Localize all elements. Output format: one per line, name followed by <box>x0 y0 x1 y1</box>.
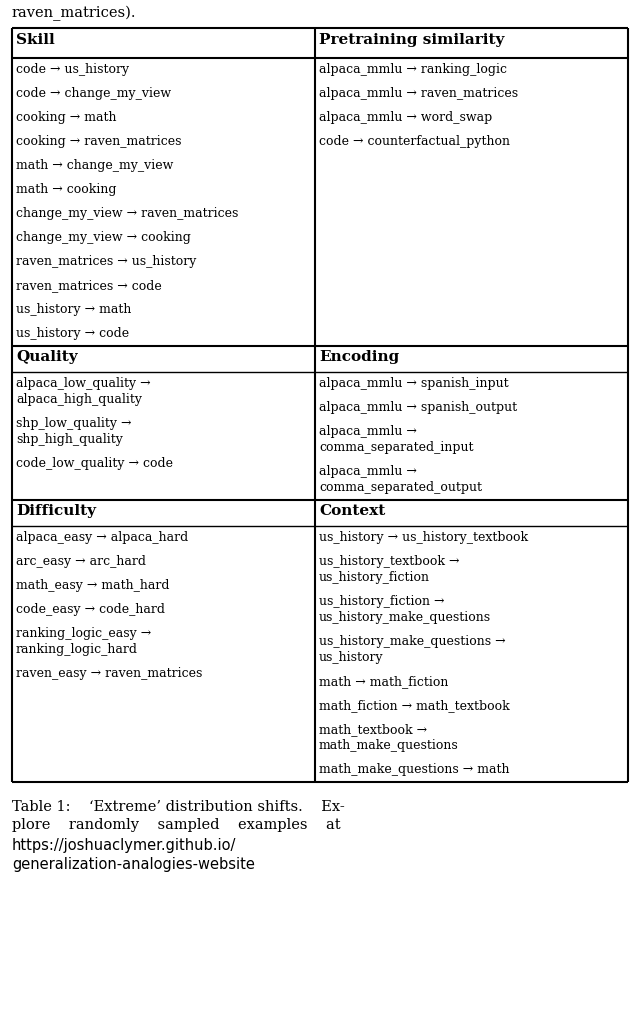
Text: shp_low_quality →
shp_high_quality: shp_low_quality → shp_high_quality <box>16 417 131 446</box>
Text: us_history → code: us_history → code <box>16 327 129 341</box>
Text: us_history_fiction →
us_history_make_questions: us_history_fiction → us_history_make_que… <box>319 595 491 624</box>
Text: code → us_history: code → us_history <box>16 63 129 76</box>
Text: Table 1:    ‘Extreme’ distribution shifts.    Ex-: Table 1: ‘Extreme’ distribution shifts. … <box>12 800 345 814</box>
Text: math_textbook →
math_make_questions: math_textbook → math_make_questions <box>319 723 459 752</box>
Text: Context: Context <box>319 504 385 518</box>
Text: alpaca_easy → alpaca_hard: alpaca_easy → alpaca_hard <box>16 531 188 544</box>
Text: us_history_make_questions →
us_history: us_history_make_questions → us_history <box>319 635 506 664</box>
Text: us_history → us_history_textbook: us_history → us_history_textbook <box>319 531 528 544</box>
Text: raven_easy → raven_matrices: raven_easy → raven_matrices <box>16 667 202 680</box>
Text: Pretraining similarity: Pretraining similarity <box>319 33 504 47</box>
Text: cooking → raven_matrices: cooking → raven_matrices <box>16 135 182 148</box>
Text: ranking_logic_easy →
ranking_logic_hard: ranking_logic_easy → ranking_logic_hard <box>16 627 151 656</box>
Text: raven_matrices → us_history: raven_matrices → us_history <box>16 255 196 268</box>
Text: alpaca_mmlu → ranking_logic: alpaca_mmlu → ranking_logic <box>319 63 507 76</box>
Text: https://joshuaclymer.github.io/: https://joshuaclymer.github.io/ <box>12 838 236 853</box>
Text: raven_matrices).: raven_matrices). <box>12 6 136 22</box>
Text: math_easy → math_hard: math_easy → math_hard <box>16 579 170 592</box>
Text: alpaca_low_quality →
alpaca_high_quality: alpaca_low_quality → alpaca_high_quality <box>16 377 150 406</box>
Text: code → change_my_view: code → change_my_view <box>16 87 171 100</box>
Text: math_make_questions → math: math_make_questions → math <box>319 763 509 776</box>
Text: Skill: Skill <box>16 33 55 47</box>
Text: change_my_view → raven_matrices: change_my_view → raven_matrices <box>16 207 238 220</box>
Text: us_history_textbook →
us_history_fiction: us_history_textbook → us_history_fiction <box>319 555 460 584</box>
Text: change_my_view → cooking: change_my_view → cooking <box>16 231 191 244</box>
Text: code → counterfactual_python: code → counterfactual_python <box>319 135 510 148</box>
Text: raven_matrices → code: raven_matrices → code <box>16 279 162 292</box>
Text: alpaca_mmlu →
comma_separated_output: alpaca_mmlu → comma_separated_output <box>319 465 482 494</box>
Text: alpaca_mmlu → raven_matrices: alpaca_mmlu → raven_matrices <box>319 87 518 100</box>
Text: Quality: Quality <box>16 350 77 364</box>
Text: alpaca_mmlu → spanish_input: alpaca_mmlu → spanish_input <box>319 377 509 390</box>
Text: math → math_fiction: math → math_fiction <box>319 675 449 688</box>
Text: code_low_quality → code: code_low_quality → code <box>16 457 173 470</box>
Text: alpaca_mmlu → spanish_output: alpaca_mmlu → spanish_output <box>319 401 517 414</box>
Text: Difficulty: Difficulty <box>16 504 96 518</box>
Text: code_easy → code_hard: code_easy → code_hard <box>16 603 165 616</box>
Text: math → change_my_view: math → change_my_view <box>16 159 173 172</box>
Text: arc_easy → arc_hard: arc_easy → arc_hard <box>16 555 146 568</box>
Text: math_fiction → math_textbook: math_fiction → math_textbook <box>319 699 509 712</box>
Text: Encoding: Encoding <box>319 350 399 364</box>
Text: math → cooking: math → cooking <box>16 183 116 196</box>
Text: alpaca_mmlu → word_swap: alpaca_mmlu → word_swap <box>319 111 492 124</box>
Text: plore    randomly    sampled    examples    at: plore randomly sampled examples at <box>12 818 340 832</box>
Text: us_history → math: us_history → math <box>16 303 131 316</box>
Text: cooking → math: cooking → math <box>16 111 116 124</box>
Text: alpaca_mmlu →
comma_separated_input: alpaca_mmlu → comma_separated_input <box>319 425 474 454</box>
Text: generalization-analogies-website: generalization-analogies-website <box>12 857 255 873</box>
